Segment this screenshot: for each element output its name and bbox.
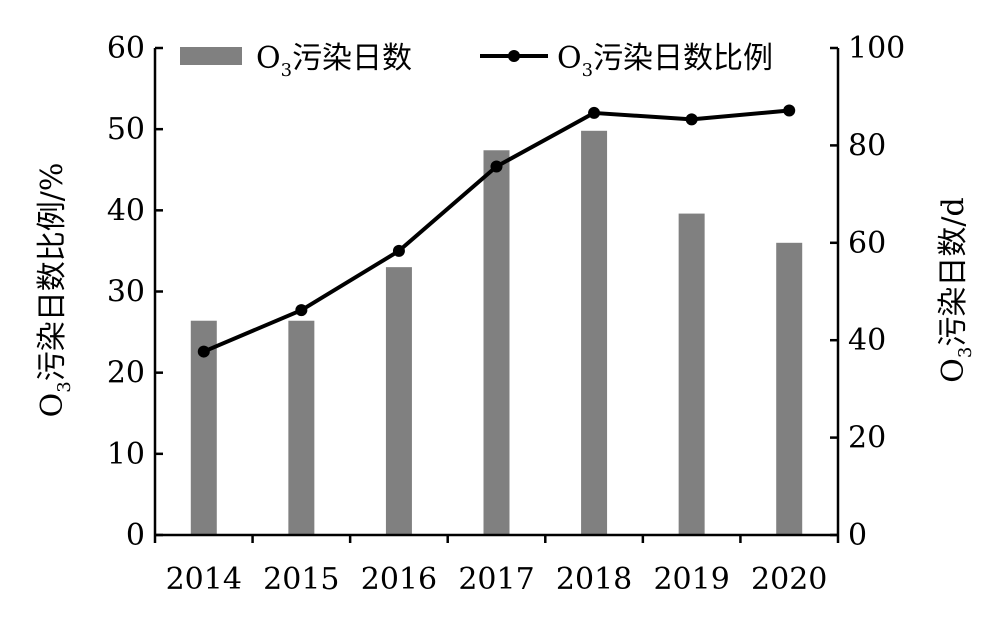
y-right-tick-label: 80 — [848, 128, 886, 163]
y-left-axis-title: O3污染日数比例/% — [35, 163, 75, 418]
bar-2017 — [483, 150, 510, 535]
legend-bar-label-sub: 3 — [281, 60, 292, 81]
line-series — [197, 104, 796, 358]
y-left-title-sub: 3 — [54, 381, 75, 392]
bar-series — [190, 130, 803, 536]
y-right-title-rest: 污染日数/d — [936, 197, 971, 346]
y-left-tick-label: 20 — [107, 356, 145, 391]
legend-line-label-rest: 污染日数比例 — [593, 41, 773, 76]
y-right-tick-label: 60 — [848, 226, 886, 261]
y-right-title-sub: 3 — [955, 347, 976, 358]
legend-line-label-base: O — [557, 41, 582, 76]
x-tick-label: 2018 — [556, 562, 632, 597]
line-point-2016 — [392, 244, 405, 257]
bar-2019 — [678, 213, 705, 535]
x-tick-label: 2020 — [751, 562, 827, 597]
x-tick-label: 2017 — [458, 562, 534, 597]
y-left-tick-label: 10 — [107, 437, 145, 472]
y-right-tick-label: 20 — [848, 421, 886, 456]
legend-bar-swatch — [180, 47, 242, 65]
line-point-2017 — [490, 160, 503, 173]
y-right-axis-title: O3污染日数/d — [936, 197, 976, 382]
line-point-2019 — [685, 113, 698, 126]
x-tick-label: 2016 — [361, 562, 437, 597]
y-right-tick-label: 40 — [848, 323, 886, 358]
y-right-title-base: O — [936, 358, 971, 383]
y-left-tick-label: 0 — [126, 518, 145, 553]
y-left-title-rest: 污染日数比例/% — [35, 163, 70, 382]
y-left-tick-label: 50 — [107, 112, 145, 147]
legend-bar-label-base: O — [256, 41, 281, 76]
y-left-tick-label: 30 — [107, 275, 145, 310]
y-right-tick-label: 100 — [848, 31, 905, 66]
line-point-2015 — [295, 304, 308, 317]
bar-2015 — [288, 320, 315, 535]
tick-labels: 0 10 20 30 40 50 60 0 20 40 60 80 100 2014 2015 2016 201… — [107, 31, 905, 597]
y-right-tick-label: 0 — [848, 518, 867, 553]
y-left-tick-label: 60 — [107, 31, 145, 66]
line-point-2014 — [197, 345, 210, 358]
y-left-tick-label: 40 — [107, 193, 145, 228]
y-left-title-base: O — [35, 393, 70, 418]
legend-bar-label-rest: 污染日数 — [292, 41, 412, 76]
x-tick-label: 2019 — [653, 562, 729, 597]
x-tick-label: 2015 — [263, 562, 339, 597]
bar-2020 — [776, 242, 803, 536]
x-tick-label: 2014 — [166, 562, 242, 597]
line-point-2020 — [783, 104, 796, 117]
legend-line-marker — [508, 50, 520, 62]
bar-2016 — [385, 267, 412, 535]
line-point-2018 — [588, 106, 601, 119]
legend: O3污染日数 O3污染日数比例 — [180, 41, 773, 81]
axes — [153, 46, 840, 543]
legend-line-label: O3污染日数比例 — [557, 41, 773, 81]
legend-bar-label: O3污染日数 — [256, 41, 412, 81]
legend-line-label-sub: 3 — [582, 60, 593, 81]
bar-2018 — [581, 130, 608, 536]
